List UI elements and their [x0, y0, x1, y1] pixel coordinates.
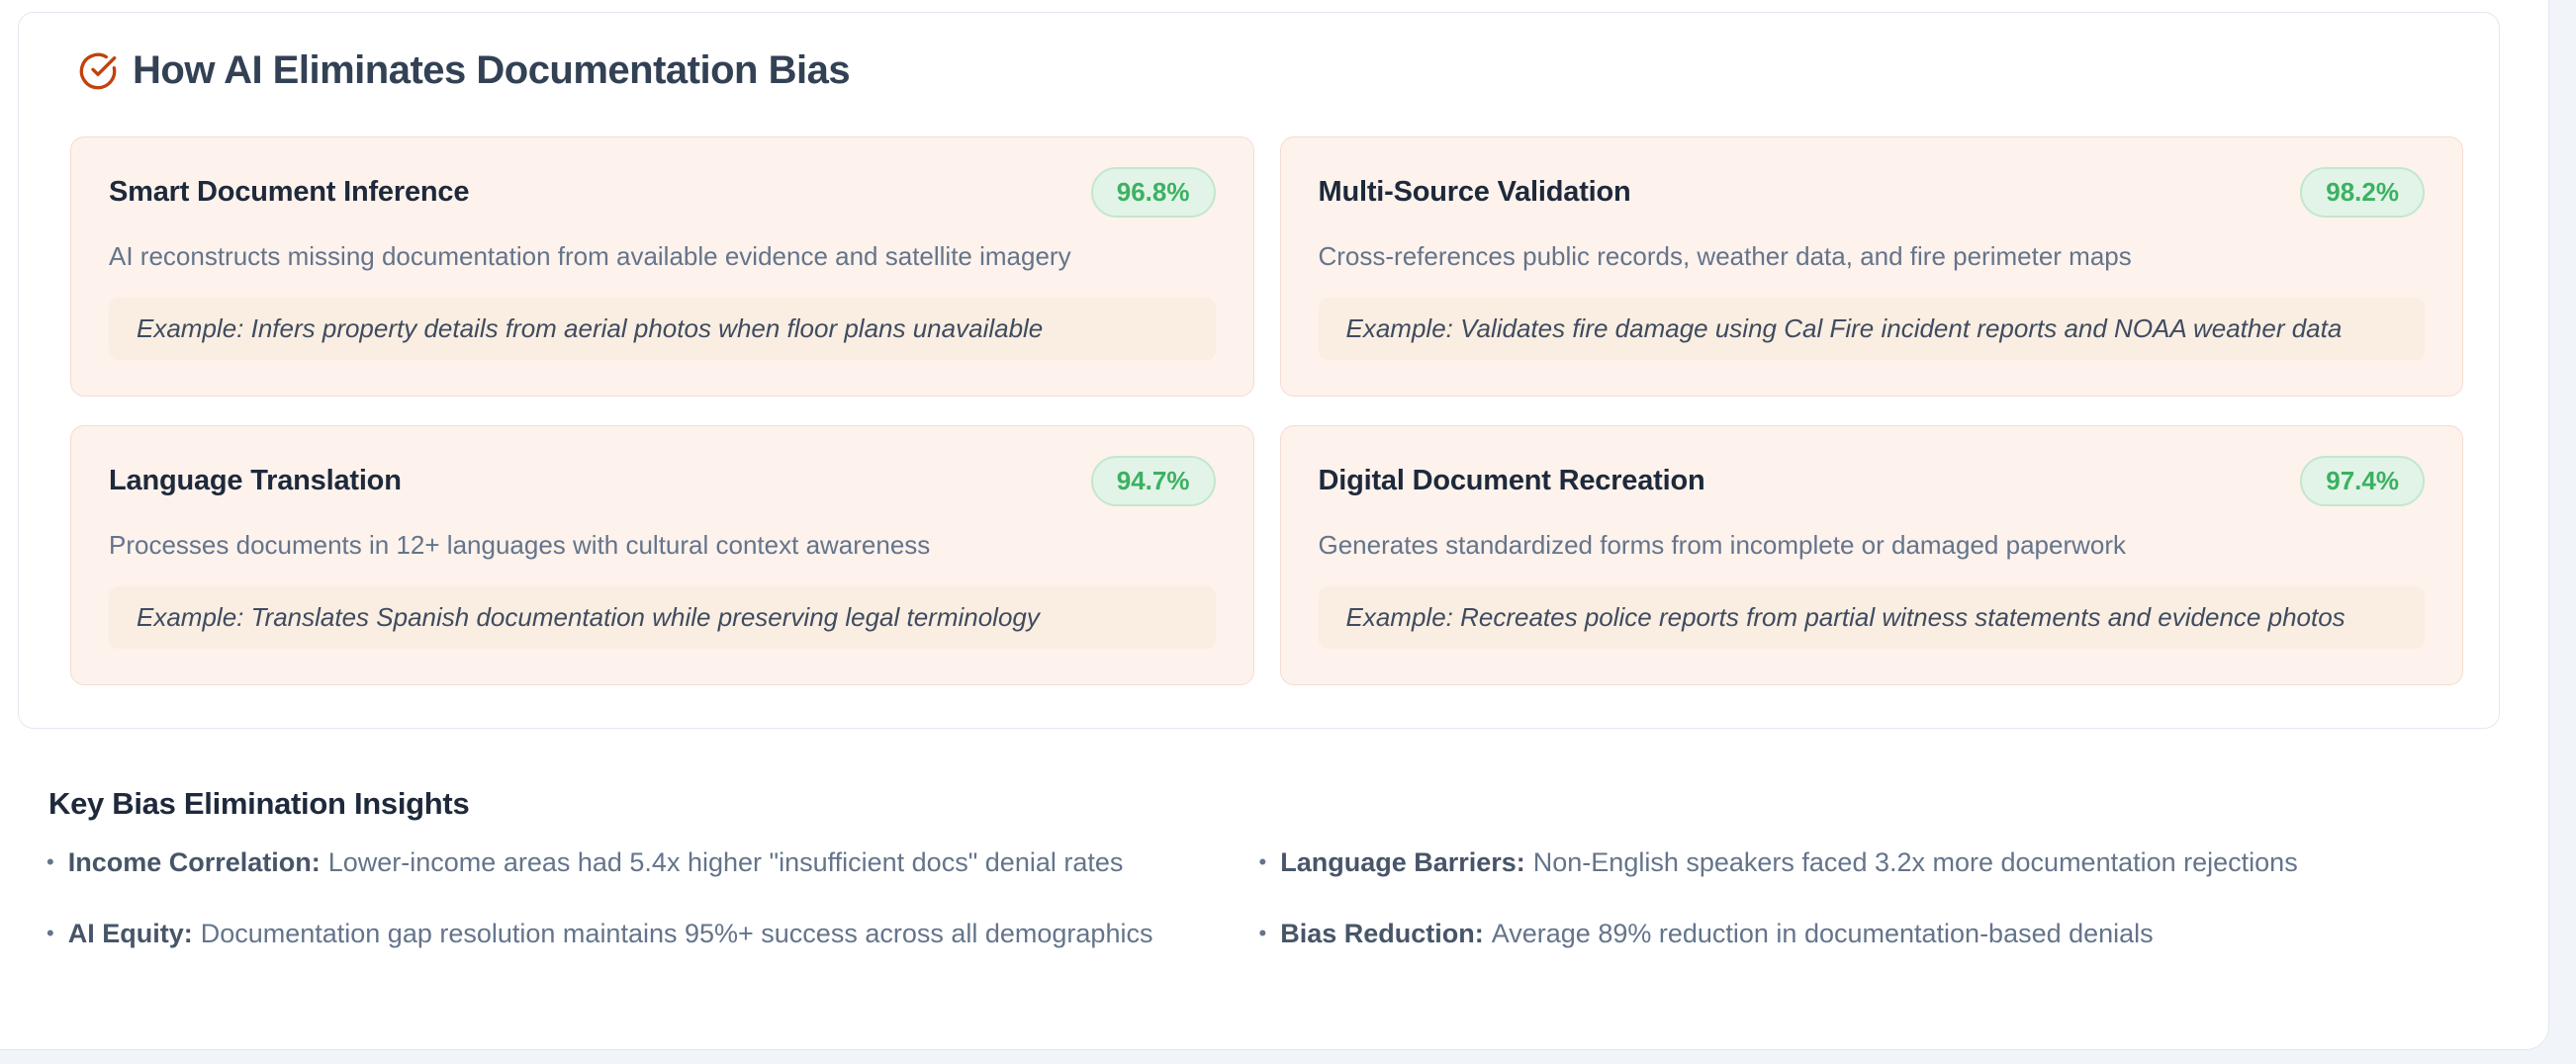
insight-text: Non-English speakers faced 3.2x more doc…	[1532, 847, 2298, 877]
accuracy-badge: 94.7%	[1090, 456, 1216, 506]
card-example: Example: Infers property details from ae…	[109, 298, 1216, 360]
card-header: Digital Document Recreation 97.4%	[1318, 456, 2425, 506]
card-example: Example: Recreates police reports from p…	[1318, 586, 2425, 649]
card-example: Example: Translates Spanish documentatio…	[109, 586, 1216, 649]
method-cards-grid: Smart Document Inference 96.8% AI recons…	[70, 136, 2463, 685]
card-title: Multi-Source Validation	[1318, 176, 1631, 208]
insight-language-barriers: • Language Barriers: Non-English speakers …	[1259, 847, 2472, 878]
card-example: Example: Validates fire damage using Cal…	[1318, 298, 2425, 360]
page-card: How AI Eliminates Documentation Bias Sma…	[0, 0, 2549, 1050]
insight-text: Average 89% reduction in documentation-b…	[1491, 919, 2154, 948]
insight-text: Lower-income areas had 5.4x higher "insu…	[327, 847, 1124, 877]
method-card-language-translation: Language Translation 94.7% Processes doc…	[70, 425, 1254, 685]
card-header: Smart Document Inference 96.8%	[109, 167, 1216, 218]
insight-label: Language Barriers:	[1280, 847, 1525, 877]
key-insights-section: Key Bias Elimination Insights • Income Co…	[18, 786, 2500, 949]
card-description: Cross-references public records, weather…	[1318, 241, 2132, 271]
card-header: Language Translation 94.7%	[109, 456, 1216, 506]
insight-income-correlation: • Income Correlation: Lower-income areas h…	[46, 847, 1259, 878]
bullet-icon: •	[46, 849, 54, 874]
content-area: How AI Eliminates Documentation Bias Sma…	[18, 12, 2500, 949]
insight-bias-reduction: • Bias Reduction: Average 89% reduction in…	[1259, 919, 2472, 949]
bullet-icon: •	[1258, 921, 1267, 945]
method-card-smart-document-inference: Smart Document Inference 96.8% AI recons…	[70, 136, 1254, 397]
insight-text: Documentation gap resolution maintains 9…	[200, 919, 1153, 948]
insight-label: AI Equity:	[67, 919, 193, 948]
card-title: Smart Document Inference	[109, 176, 470, 208]
accuracy-badge: 96.8%	[1090, 167, 1216, 218]
insights-grid: • Income Correlation: Lower-income areas h…	[46, 847, 2471, 949]
card-description: Processes documents in 12+ languages wit…	[109, 530, 931, 560]
bullet-icon: •	[46, 921, 54, 945]
insight-label: Bias Reduction:	[1280, 919, 1484, 948]
card-title: Digital Document Recreation	[1318, 465, 1705, 496]
bullet-icon: •	[1258, 849, 1267, 874]
documentation-bias-panel: How AI Eliminates Documentation Bias Sma…	[18, 12, 2500, 729]
card-description: Generates standardized forms from incomp…	[1318, 530, 2127, 560]
accuracy-badge: 98.2%	[2300, 167, 2425, 218]
insights-title: Key Bias Elimination Insights	[48, 786, 470, 821]
card-header: Multi-Source Validation 98.2%	[1318, 167, 2425, 218]
section-header: How AI Eliminates Documentation Bias	[78, 48, 2463, 93]
card-title: Language Translation	[109, 465, 402, 496]
accuracy-badge: 97.4%	[2300, 456, 2425, 506]
check-circle-icon	[78, 51, 118, 91]
method-card-digital-document-recreation: Digital Document Recreation 97.4% Genera…	[1279, 425, 2463, 685]
section-title: How AI Eliminates Documentation Bias	[133, 48, 851, 92]
card-description: AI reconstructs missing documentation fr…	[109, 241, 1071, 271]
method-card-multi-source-validation: Multi-Source Validation 98.2% Cross-refe…	[1279, 136, 2463, 397]
insight-label: Income Correlation:	[67, 847, 321, 877]
insight-ai-equity: • AI Equity: Documentation gap resolution …	[46, 919, 1259, 949]
